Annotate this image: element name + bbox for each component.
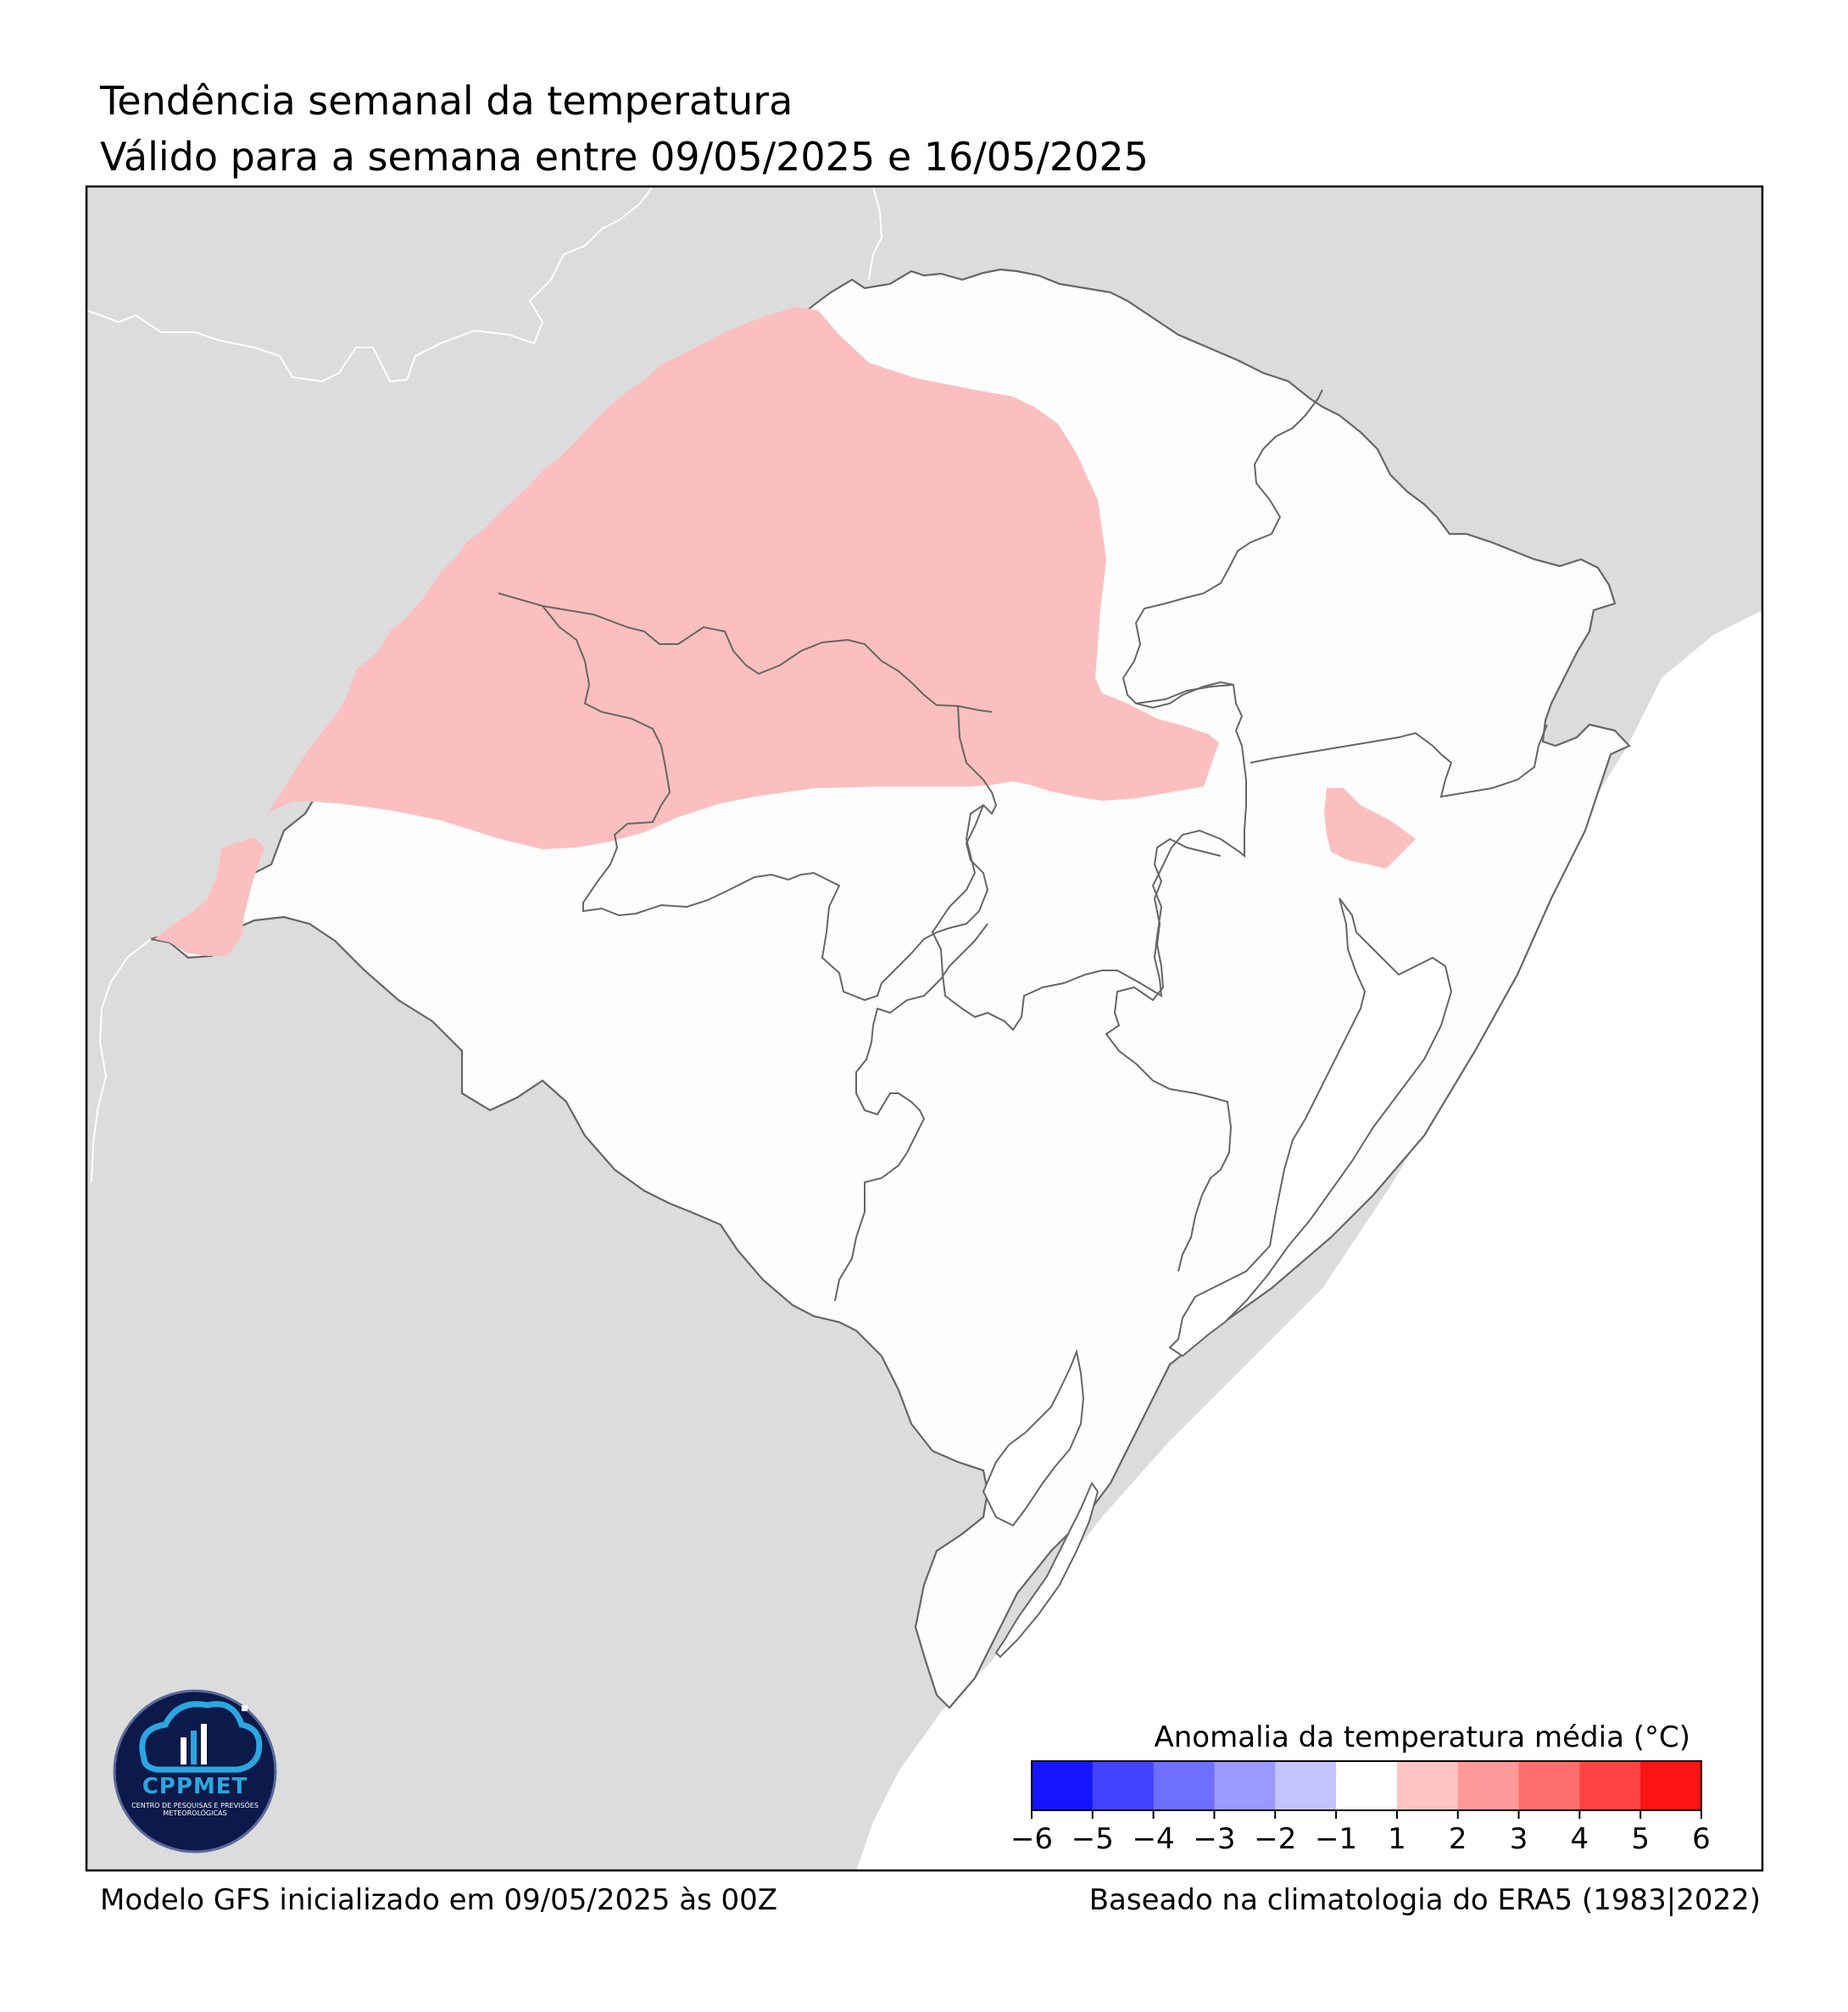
colorbar-swatch [1032,1761,1094,1810]
colorbar-swatch [1275,1761,1337,1810]
colorbar-tick-label: −2 [1254,1822,1297,1856]
country-border-north [868,186,883,281]
cppmet-logo [113,1689,277,1854]
lagoa-mirim [982,1348,1085,1527]
colorbar-tick-label: −1 [1315,1822,1358,1856]
colorbar-swatch [1579,1761,1641,1810]
colorbar-swatch [1640,1761,1702,1810]
colorbar-swatch [1214,1761,1276,1810]
map-frame [85,185,1764,1872]
logo-text: CPPMET [142,1774,248,1799]
chart-subtitle: Válido para a semana entre 09/05/2025 e … [100,134,1149,180]
colorbar [1031,1760,1702,1819]
colorbar-tick-label: 1 [1388,1822,1406,1856]
chart-title: Tendência semanal da temperatura [100,78,793,124]
anomaly-area-southwest [154,837,264,956]
anomaly-area-north [268,307,1219,849]
country-border-argentina-brazil [86,186,654,383]
colorbar-tick-label: −5 [1071,1822,1114,1856]
anomaly-area-east [1324,788,1416,869]
colorbar-tick-label: 2 [1448,1822,1467,1856]
country-border-uruguay [91,938,152,1183]
colorbar-tick-label: −6 [1010,1822,1054,1856]
colorbar-tick-label: −4 [1132,1822,1175,1856]
colorbar-tick-label: 4 [1570,1822,1589,1856]
colorbar-swatch [1518,1761,1580,1810]
colorbar-swatch [1336,1761,1398,1810]
region-boundaries [498,389,1548,1302]
colorbar-swatch [1457,1761,1520,1810]
lagoa-dos-patos [1168,898,1453,1358]
colorbar-tick-label: −3 [1193,1822,1236,1856]
colorbar-tick-label: 3 [1509,1822,1528,1856]
legend-title: Anomalia da temperatura média (°C) [1154,1720,1691,1754]
colorbar-swatch [1396,1761,1459,1810]
colorbar-tick-label: 5 [1631,1822,1650,1856]
colorbar-frame [1031,1760,1702,1811]
footer-climatology-info: Baseado na climatologia do ERA5 (1983|20… [1088,1883,1761,1917]
colorbar-tick-label: 6 [1692,1822,1711,1856]
footer-model-info: Modelo GFS inicializado em 09/05/2025 às… [100,1883,778,1917]
lagoa-mangueira [994,1481,1099,1659]
colorbar-swatch [1092,1761,1155,1810]
colorbar-swatch [1153,1761,1215,1810]
logo-subtitle: CENTRO DE PESQUISAS E PREVISÕES METEOROL… [131,1802,259,1817]
